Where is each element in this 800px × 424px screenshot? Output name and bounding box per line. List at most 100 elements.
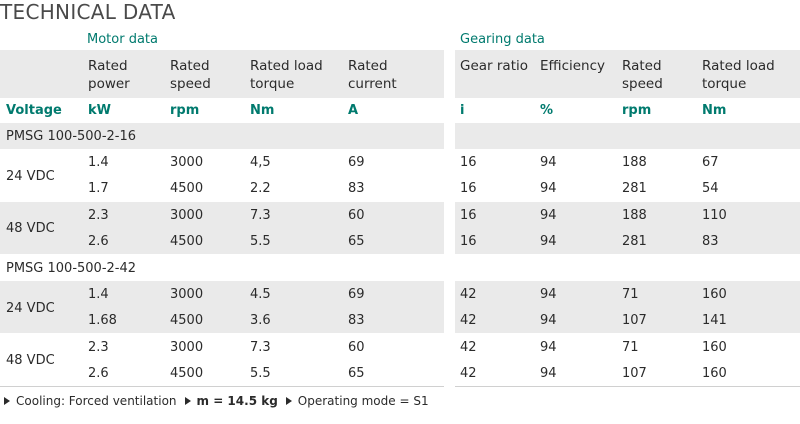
gearing-data-label: Gearing data — [460, 32, 545, 47]
cell-ratio: 16 — [460, 234, 477, 249]
model-name: PMSG 100-500-2-16 — [6, 129, 137, 144]
cell-speed: 4500 — [170, 234, 204, 249]
cell-torque: 7.3 — [250, 208, 271, 223]
cell-speed: 4500 — [170, 313, 204, 328]
cell-current: 60 — [348, 208, 365, 223]
triangle-icon — [4, 397, 10, 405]
col-rated-speed: Rated speed — [170, 58, 211, 92]
unit-nm: Nm — [250, 103, 275, 118]
cell-speed: 4500 — [170, 181, 204, 196]
cell-ratio: 16 — [460, 155, 477, 170]
cell-speed: 3000 — [170, 287, 204, 302]
unit-g-rpm: rpm — [622, 103, 652, 118]
bottom-rule-right — [455, 386, 800, 387]
cell-speed: 3000 — [170, 155, 204, 170]
cell-gtorque: 67 — [702, 155, 719, 170]
cell-speed: 3000 — [170, 208, 204, 223]
cell-gtorque: 83 — [702, 234, 719, 249]
cell-gtorque: 160 — [702, 340, 727, 355]
cell-eff: 94 — [540, 234, 557, 249]
cell-eff: 94 — [540, 313, 557, 328]
col-efficiency: Efficiency — [540, 58, 606, 74]
cell-gspeed: 71 — [622, 287, 639, 302]
cell-eff: 94 — [540, 181, 557, 196]
footer-notes: Cooling: Forced ventilation m = 14.5 kg Op… — [4, 394, 429, 408]
unit-g-nm: Nm — [702, 103, 727, 118]
cell-torque: 5.5 — [250, 366, 271, 381]
cell-torque: 3.6 — [250, 313, 271, 328]
cell-eff: 94 — [540, 208, 557, 223]
row-band-right — [455, 281, 800, 333]
cell-power: 2.3 — [88, 340, 109, 355]
cell-power: 1.68 — [88, 313, 117, 328]
cell-torque: 5.5 — [250, 234, 271, 249]
cell-gspeed: 107 — [622, 366, 647, 381]
row-band-left — [0, 202, 444, 254]
unit-rpm: rpm — [170, 103, 200, 118]
cell-gspeed: 107 — [622, 313, 647, 328]
unit-kw: kW — [88, 103, 111, 118]
motor-data-label: Motor data — [87, 32, 158, 47]
col-rated-power: Rated power — [88, 58, 130, 92]
col-gear-ratio: Gear ratio — [460, 58, 529, 74]
cell-gtorque: 110 — [702, 208, 727, 223]
unit-pct: % — [540, 103, 554, 118]
voltage-label: 24 VDC — [6, 301, 55, 316]
cell-torque: 7.3 — [250, 340, 271, 355]
cell-gspeed: 188 — [622, 208, 647, 223]
cell-ratio: 42 — [460, 287, 477, 302]
cell-gspeed: 188 — [622, 155, 647, 170]
operating-mode-note: Operating mode = S1 — [297, 394, 429, 408]
cell-eff: 94 — [540, 155, 557, 170]
mass-note: m = 14.5 kg — [196, 394, 278, 408]
cell-ratio: 42 — [460, 340, 477, 355]
col-g-rated-speed: Rated speed — [622, 58, 663, 92]
triangle-icon — [285, 397, 292, 405]
page-title: TECHNICAL DATA — [0, 0, 176, 24]
cell-eff: 94 — [540, 340, 557, 355]
col-rated-load-torque: Rated load torque — [250, 58, 323, 92]
col-rated-current: Rated current — [348, 58, 397, 92]
cell-power: 2.6 — [88, 366, 109, 381]
col-g-rated-load-torque: Rated load torque — [702, 58, 775, 92]
cell-gtorque: 160 — [702, 287, 727, 302]
cell-torque: 4.5 — [250, 287, 271, 302]
model-band-left — [0, 123, 444, 149]
cell-current: 69 — [348, 287, 365, 302]
cell-torque: 2.2 — [250, 181, 271, 196]
model-name: PMSG 100-500-2-42 — [6, 261, 137, 276]
bottom-rule-left — [0, 386, 444, 387]
unit-i: i — [460, 103, 465, 118]
voltage-label: 48 VDC — [6, 353, 55, 368]
cell-current: 83 — [348, 181, 365, 196]
cell-current: 83 — [348, 313, 365, 328]
cell-eff: 94 — [540, 287, 557, 302]
cell-speed: 3000 — [170, 340, 204, 355]
cell-gspeed: 281 — [622, 234, 647, 249]
cell-current: 69 — [348, 155, 365, 170]
triangle-icon — [184, 397, 191, 405]
header-band-right — [455, 50, 800, 98]
cell-gtorque: 160 — [702, 366, 727, 381]
cell-power: 2.6 — [88, 234, 109, 249]
cell-gtorque: 54 — [702, 181, 719, 196]
voltage-label: 48 VDC — [6, 221, 55, 236]
cell-eff: 94 — [540, 366, 557, 381]
cell-gspeed: 281 — [622, 181, 647, 196]
model-band-right — [455, 123, 800, 149]
cell-power: 1.4 — [88, 155, 109, 170]
row-band-right — [455, 202, 800, 254]
cell-gtorque: 141 — [702, 313, 727, 328]
cell-current: 65 — [348, 366, 365, 381]
header-band-left — [0, 50, 444, 98]
cell-ratio: 16 — [460, 208, 477, 223]
unit-a: A — [348, 103, 359, 118]
row-band-left — [0, 281, 444, 333]
cell-ratio: 42 — [460, 366, 477, 381]
cell-power: 1.7 — [88, 181, 109, 196]
cell-speed: 4500 — [170, 366, 204, 381]
cell-ratio: 42 — [460, 313, 477, 328]
cell-current: 65 — [348, 234, 365, 249]
cell-power: 1.4 — [88, 287, 109, 302]
voltage-label: 24 VDC — [6, 169, 55, 184]
